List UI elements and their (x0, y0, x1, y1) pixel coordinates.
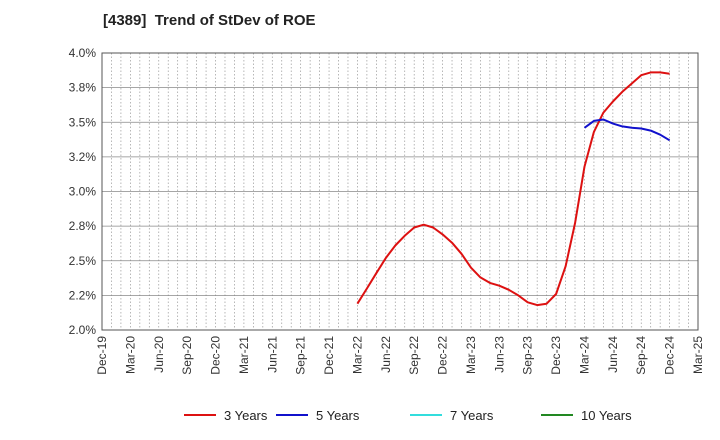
plot-frame (101, 52, 699, 331)
series-layer (356, 71, 671, 307)
x-tick-label: Dec-21 (322, 336, 336, 375)
y-tick-label: 3.0% (69, 185, 97, 199)
y-tick-label: 2.5% (69, 254, 97, 268)
axis-layer: 2.0% 2.2% 2.5% 2.8% 3.0% 3.2% 3.5% 3.8% 4.0% Dec-… (69, 46, 705, 375)
x-tick-label: Jun-21 (265, 336, 279, 373)
x-tick-label: Mar-23 (464, 336, 478, 374)
x-tick-label: Sep-20 (180, 336, 194, 375)
x-tick-label: Sep-23 (521, 336, 535, 375)
grid-layer (101, 53, 699, 330)
x-tick-label: Sep-21 (294, 336, 308, 375)
x-tick-label: Jun-24 (606, 336, 620, 373)
x-tick-label: Mar-21 (237, 336, 251, 374)
legend: 3 Years 5 Years 7 Years 10 Years (184, 408, 632, 423)
x-tick-label: Jun-22 (379, 336, 393, 373)
x-tick-label: Dec-24 (663, 336, 677, 375)
x-tick-label: Jun-23 (492, 336, 506, 373)
y-tick-label: 3.5% (69, 115, 97, 129)
legend-label: 3 Years (224, 408, 268, 423)
y-tick-label: 2.0% (69, 323, 97, 337)
y-tick-label: 3.2% (69, 150, 97, 164)
chart-title: [4389] Trend of StDev of ROE (103, 12, 316, 29)
x-tick-label: Dec-22 (436, 336, 450, 375)
y-tick-label: 2.8% (69, 219, 97, 233)
y-tick-label: 2.2% (69, 288, 97, 302)
legend-label: 5 Years (316, 408, 360, 423)
x-tick-label: Sep-24 (634, 336, 648, 375)
x-tick-label: Jun-20 (152, 336, 166, 373)
series-line-5-years (583, 118, 671, 142)
x-tick-label: Sep-22 (407, 336, 421, 375)
x-tick-label: Mar-25 (691, 336, 705, 374)
x-tick-label: Mar-22 (350, 336, 364, 374)
y-tick-label: 3.8% (69, 81, 97, 95)
legend-label: 10 Years (581, 408, 632, 423)
legend-label: 7 Years (450, 408, 494, 423)
x-tick-label: Mar-24 (577, 336, 591, 374)
series-line-3-years (356, 71, 670, 307)
x-tick-label: Dec-19 (95, 336, 109, 375)
x-tick-label: Dec-20 (209, 336, 223, 375)
x-tick-label: Dec-23 (549, 336, 563, 375)
y-tick-label: 4.0% (69, 46, 97, 60)
x-tick-label: Mar-20 (123, 336, 137, 374)
